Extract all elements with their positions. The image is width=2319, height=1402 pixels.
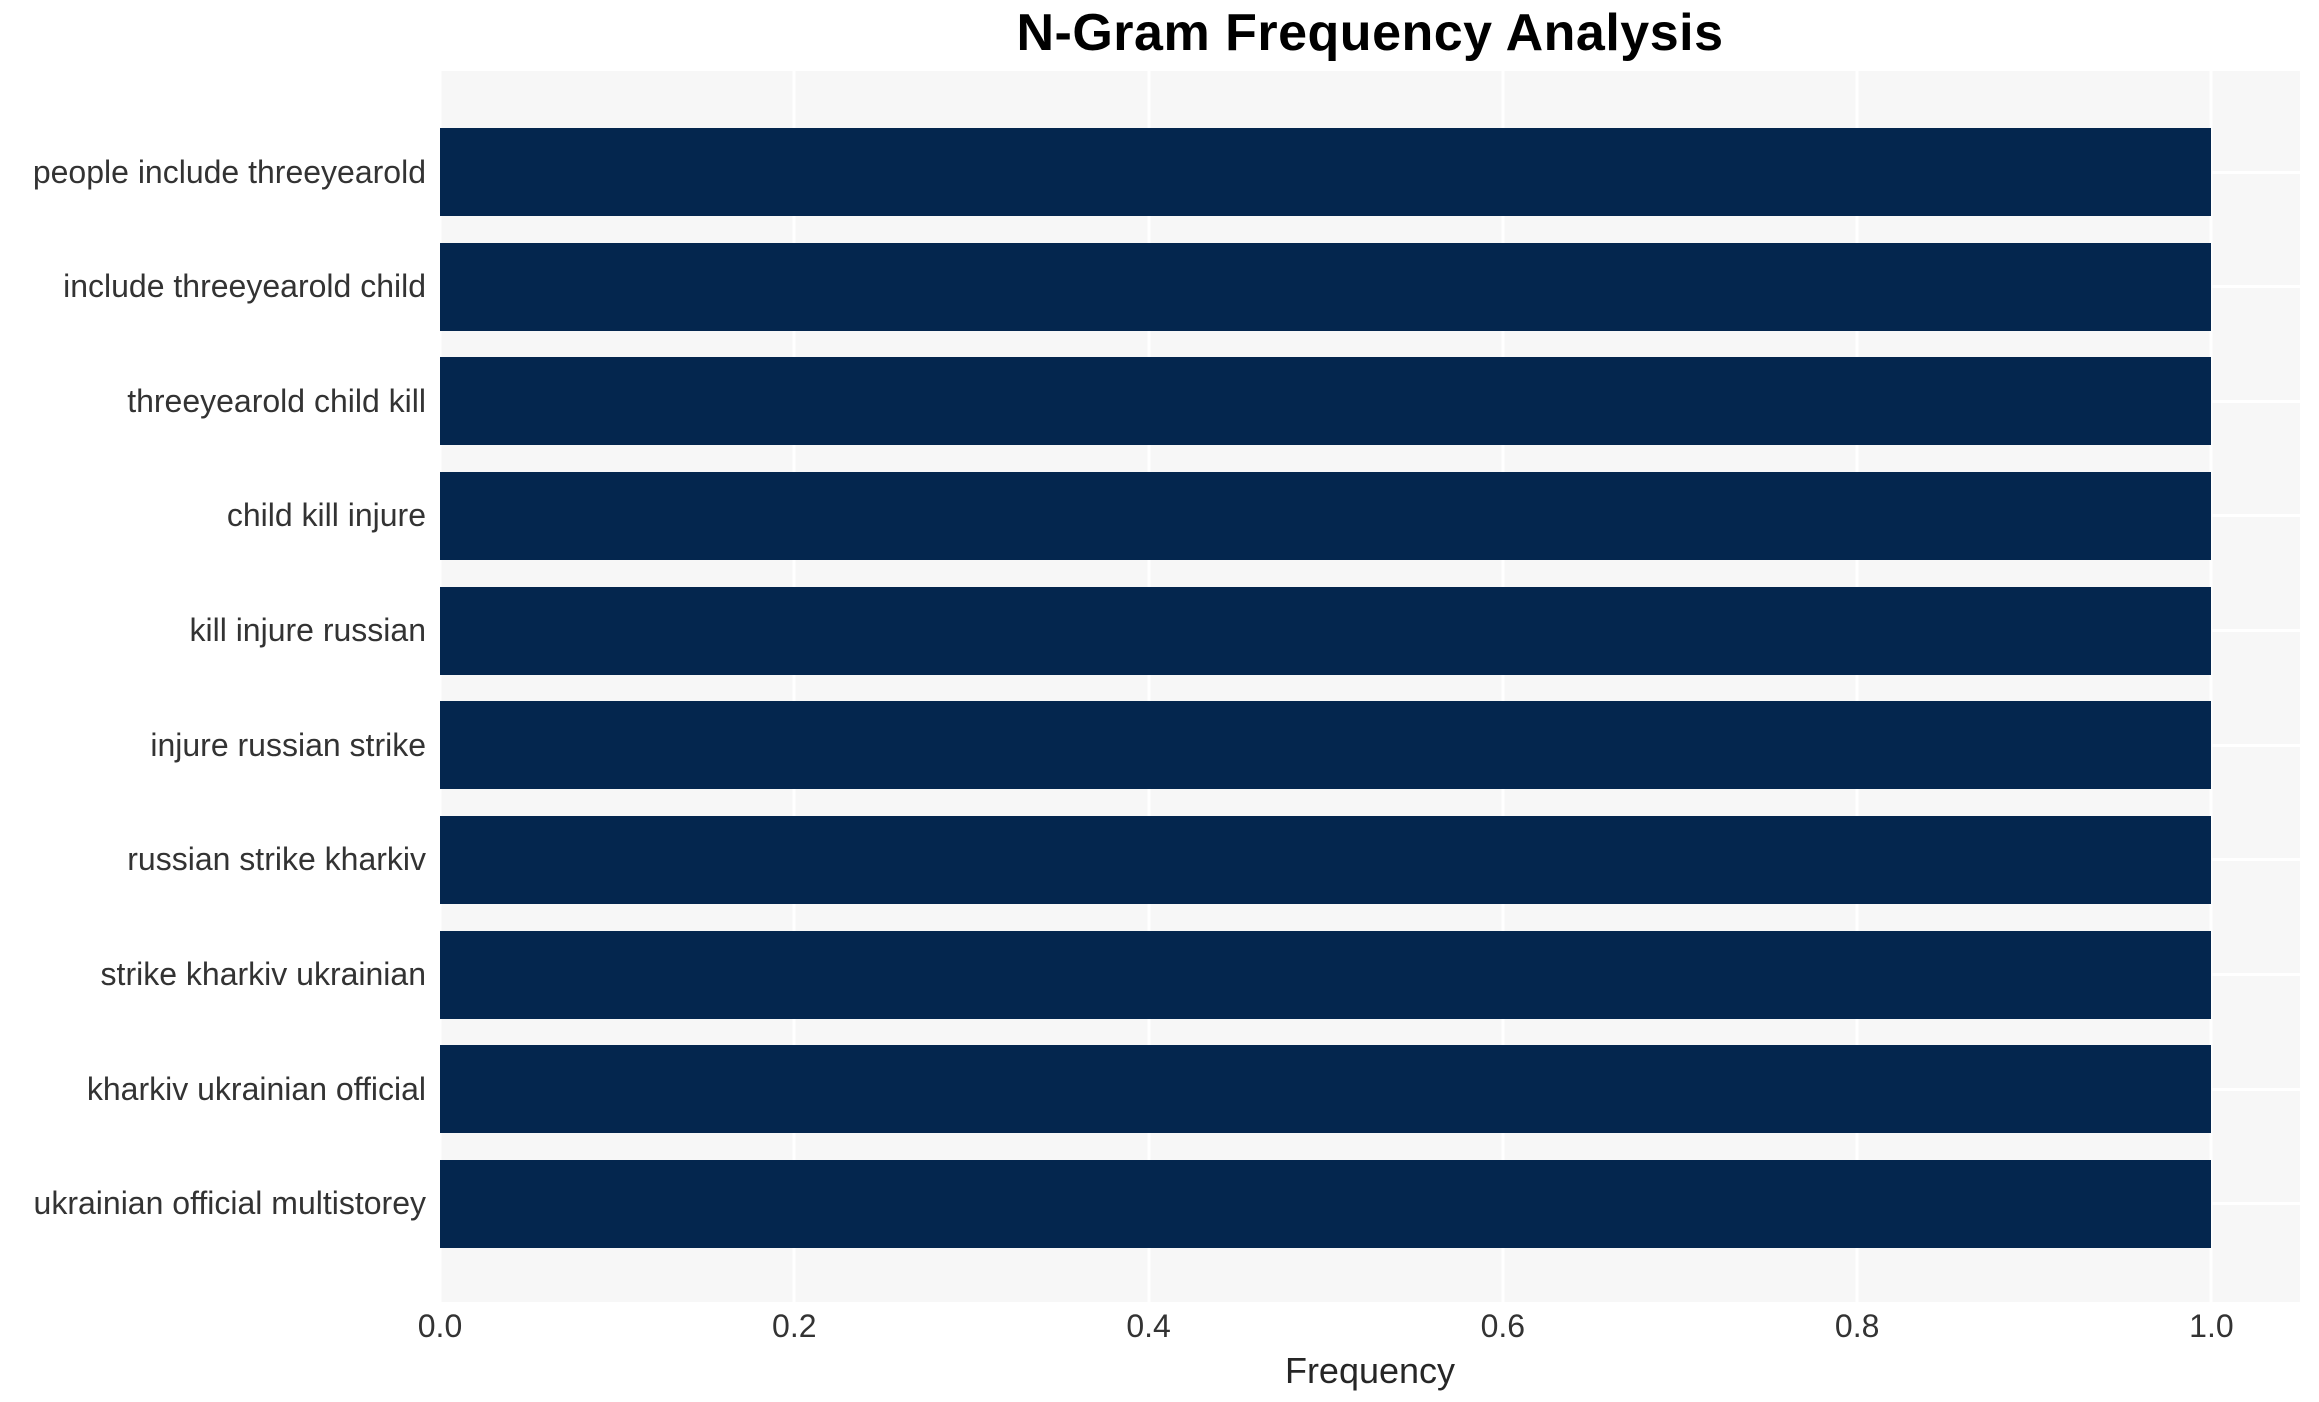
y-tick-label: child kill injure — [226, 497, 426, 534]
bar — [440, 357, 2212, 446]
bar-row — [440, 815, 2300, 904]
x-tick-label: 0.4 — [1126, 1308, 1171, 1344]
vertical-gridline — [792, 71, 796, 1302]
vertical-gridline — [1855, 71, 1859, 1302]
x-tick-label: 0.6 — [1480, 1308, 1526, 1344]
bar-row — [440, 242, 2300, 331]
bar-row — [440, 1159, 2300, 1248]
y-tick-label: russian strike kharkiv — [127, 841, 426, 878]
bar — [440, 586, 2212, 675]
y-tick-label: injure russian strike — [150, 726, 426, 763]
bar — [440, 1159, 2212, 1248]
bar-row — [440, 586, 2300, 675]
x-axis-ticks: 0.0 0.2 0.4 0.6 0.8 1.0 — [418, 1308, 2300, 1350]
plot-area — [438, 71, 2300, 1302]
bar-row — [440, 471, 2300, 560]
chart-title: N-Gram Frequency Analysis — [1016, 4, 1724, 62]
bar — [440, 930, 2212, 1019]
bar — [440, 815, 2212, 904]
bar — [440, 128, 2212, 216]
bar-row — [440, 357, 2300, 446]
y-tick-label: kill injure russian — [189, 612, 426, 649]
bar — [440, 1045, 2212, 1134]
vertical-gridline — [2209, 71, 2213, 1302]
x-tick-label: 0.0 — [417, 1308, 463, 1344]
bar-row — [440, 128, 2300, 216]
gridlines-layer — [438, 71, 2300, 1302]
y-tick-label: strike kharkiv ukrainian — [100, 956, 426, 993]
bars-layer — [440, 71, 2300, 1302]
y-axis-labels: people include threeyearold include three… — [0, 71, 440, 1302]
bar-row — [440, 701, 2300, 790]
x-axis-title: Frequency — [1284, 1350, 1456, 1391]
bar — [440, 471, 2212, 560]
y-tick-label: include threeyearold child — [63, 268, 426, 305]
vertical-gridline — [1147, 71, 1151, 1302]
y-tick-label: people include threeyearold — [32, 153, 426, 190]
y-tick-label: threeyearold child kill — [127, 382, 426, 419]
y-tick-label: kharkiv ukrainian official — [86, 1070, 426, 1107]
y-tick-label: ukrainian official multistorey — [33, 1185, 426, 1222]
x-tick-label: 0.2 — [772, 1308, 817, 1344]
bar — [440, 242, 2212, 331]
x-tick-label: 0.8 — [1834, 1308, 1880, 1344]
bar-row — [440, 930, 2300, 1019]
x-tick-label: 1.0 — [2189, 1308, 2234, 1344]
bar-row — [440, 1045, 2300, 1134]
bar — [440, 701, 2212, 790]
vertical-gridline — [1501, 71, 1505, 1302]
vertical-gridline — [438, 71, 442, 1302]
